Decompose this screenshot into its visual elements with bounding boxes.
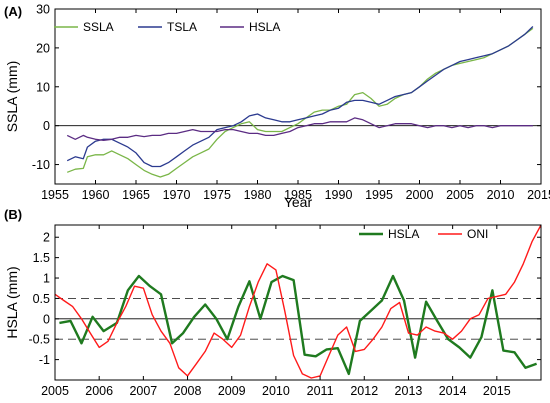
x-tick-label: 2015 (483, 384, 511, 398)
x-tick-label: 1980 (244, 188, 272, 202)
legend-label: HSLA (249, 20, 280, 34)
plot-frame (54, 8, 542, 185)
x-tick-label: 1970 (163, 188, 191, 202)
legend-label: ONI (467, 227, 488, 241)
y-tick-label: 1 (43, 272, 50, 286)
x-tick-label: 1995 (365, 188, 393, 202)
y-tick-label: -10 (32, 158, 50, 172)
legend-label: HSLA (388, 227, 419, 241)
series-line-hsla (59, 274, 538, 376)
legend-label: TSLA (167, 20, 197, 34)
y-axis-label: HSLA (mm) (4, 266, 20, 338)
series-line-tsla (66, 26, 534, 168)
x-tick-label: 2008 (174, 384, 202, 398)
panel-label: (B) (4, 207, 22, 222)
y-axis-label: SSLA (mm) (4, 61, 20, 133)
x-tick-label: 2005 (41, 384, 69, 398)
x-tick-label: 2010 (262, 384, 290, 398)
x-tick-label: 1960 (82, 188, 110, 202)
panel-label: (A) (4, 4, 22, 19)
x-tick-label: 2013 (395, 384, 423, 398)
x-tick-label: 2005 (446, 188, 474, 202)
panel-a: 1955 1960 1965 1970 1975 1980 1985 1990 1995 2000… (4, 3, 550, 211)
x-tick-label: 2010 (487, 188, 515, 202)
series-group (55, 225, 541, 379)
x-tick-label: 2007 (129, 384, 157, 398)
x-tick-label: 2014 (439, 384, 467, 398)
x-tick-label: 2009 (218, 384, 246, 398)
series-group (66, 26, 534, 178)
plot-frame (54, 224, 542, 381)
y-tick-label: 10 (36, 80, 50, 94)
y-tick-label: -1 (39, 353, 50, 367)
panel-b: 2005 2006 2007 2008 2009 2010 2011 2012 2013 2014… (4, 207, 542, 398)
y-tick-label: 0 (43, 119, 50, 133)
x-tick-label: 1990 (325, 188, 353, 202)
x-tick-label: 2011 (307, 384, 334, 398)
x-tick-label: 1955 (41, 188, 69, 202)
y-tick-label: 0 (43, 312, 50, 326)
x-axis-label: Year (284, 194, 313, 210)
y-tick-label: 20 (36, 41, 50, 55)
x-tick-label: 2012 (350, 384, 378, 398)
x-tick-label: 2015 (527, 188, 550, 202)
y-tick-label: 2 (43, 231, 50, 245)
y-tick-label: 30 (36, 3, 50, 17)
series-line-hsla (66, 117, 533, 142)
x-tick-label: 2000 (406, 188, 434, 202)
x-tick-label: 1965 (122, 188, 150, 202)
y-tick-label: -0.5 (28, 333, 50, 347)
y-tick-label: 1.5 (33, 251, 50, 265)
legend-label: SSLA (83, 20, 114, 34)
x-tick-label: 1985 (284, 188, 312, 202)
series-line-oni (55, 225, 541, 379)
x-tick-label: 1975 (203, 188, 231, 202)
x-tick-label: 2006 (85, 384, 113, 398)
y-tick-label: 0.5 (33, 292, 50, 306)
